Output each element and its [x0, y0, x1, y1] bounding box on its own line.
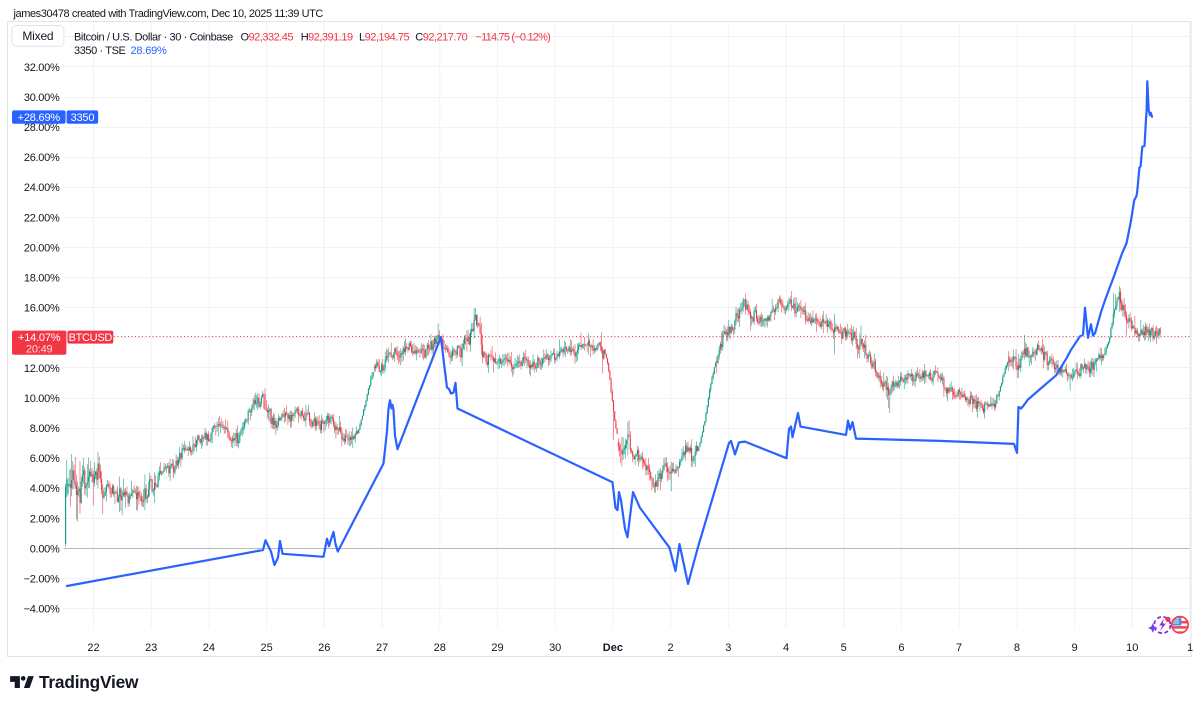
svg-text:18.00%: 18.00% — [24, 273, 60, 285]
svg-text:23: 23 — [145, 642, 157, 654]
svg-text:1: 1 — [1187, 642, 1193, 654]
svg-text:16.00%: 16.00% — [24, 303, 60, 315]
svg-text:8: 8 — [1014, 642, 1020, 654]
svg-text:10: 10 — [1126, 642, 1138, 654]
svg-text:26: 26 — [318, 642, 330, 654]
svg-text:7: 7 — [956, 642, 962, 654]
svg-text:22.00%: 22.00% — [24, 212, 60, 224]
svg-text:BTCUSD: BTCUSD — [69, 332, 113, 344]
svg-text:C92,217.70: C92,217.70 — [415, 31, 467, 43]
svg-text:james30478 created with Tradin: james30478 created with TradingView.com,… — [13, 8, 324, 20]
svg-text:3: 3 — [725, 642, 731, 654]
svg-text:9: 9 — [1072, 642, 1078, 654]
svg-text:24: 24 — [203, 642, 215, 654]
svg-text:5: 5 — [841, 642, 847, 654]
svg-text:20.00%: 20.00% — [24, 242, 60, 254]
svg-text:H92,391.19: H92,391.19 — [301, 31, 353, 43]
svg-text:30.00%: 30.00% — [24, 92, 60, 104]
svg-text:28.00%: 28.00% — [24, 122, 60, 134]
svg-text:3350 · TSE: 3350 · TSE — [74, 45, 126, 57]
svg-text:30: 30 — [549, 642, 561, 654]
svg-text:6.00%: 6.00% — [30, 453, 60, 465]
svg-text:TradingView: TradingView — [39, 672, 139, 692]
svg-text:22: 22 — [87, 642, 99, 654]
svg-text:20:49: 20:49 — [26, 344, 53, 356]
svg-text:Mixed: Mixed — [22, 29, 53, 43]
svg-text:24.00%: 24.00% — [24, 182, 60, 194]
svg-text:3350: 3350 — [71, 112, 95, 124]
svg-text:12.00%: 12.00% — [24, 363, 60, 375]
svg-text:Bitcoin / U.S. Dollar · 30 · C: Bitcoin / U.S. Dollar · 30 · Coinbase — [74, 31, 233, 43]
svg-text:+28.69%: +28.69% — [18, 112, 61, 124]
svg-text:8.00%: 8.00% — [30, 423, 60, 435]
svg-text:28.69%: 28.69% — [131, 45, 168, 57]
svg-text:6: 6 — [898, 642, 904, 654]
svg-text:29: 29 — [491, 642, 503, 654]
svg-text:27: 27 — [376, 642, 388, 654]
svg-text:L92,194.75: L92,194.75 — [359, 31, 409, 43]
svg-text:0.00%: 0.00% — [30, 543, 60, 555]
svg-text:2: 2 — [668, 642, 674, 654]
svg-text:25: 25 — [260, 642, 272, 654]
svg-text:−2.00%: −2.00% — [24, 574, 60, 586]
svg-text:32.00%: 32.00% — [24, 62, 60, 74]
svg-text:−4.00%: −4.00% — [24, 604, 60, 616]
svg-text:10.00%: 10.00% — [24, 393, 60, 405]
svg-text:−114.75 (−0.12%): −114.75 (−0.12%) — [476, 31, 551, 43]
svg-text:4: 4 — [783, 642, 789, 654]
svg-text:Dec: Dec — [603, 642, 623, 654]
svg-text:4.00%: 4.00% — [30, 483, 60, 495]
svg-text:26.00%: 26.00% — [24, 152, 60, 164]
svg-text:2.00%: 2.00% — [30, 513, 60, 525]
svg-text:+14.07%: +14.07% — [18, 332, 61, 344]
svg-text:O92,332.45: O92,332.45 — [241, 31, 294, 43]
svg-text:28: 28 — [434, 642, 446, 654]
